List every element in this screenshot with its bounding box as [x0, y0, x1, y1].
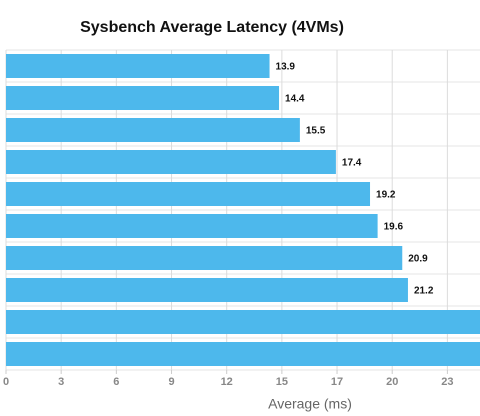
- x-tick-label: 12: [221, 376, 233, 388]
- bar: [6, 246, 403, 270]
- value-label: 17.4: [342, 158, 362, 169]
- x-tick-label: 3: [58, 376, 64, 388]
- bars: [6, 54, 480, 366]
- bar: [6, 310, 480, 334]
- value-label: 19.6: [384, 222, 404, 233]
- x-tick-label: 9: [168, 376, 174, 388]
- chart-title: Sysbench Average Latency (4VMs): [80, 19, 344, 36]
- value-label: 15.5: [306, 126, 326, 137]
- bar: [6, 182, 371, 206]
- value-label: 13.9: [276, 62, 296, 73]
- x-tick-label: 6: [113, 376, 119, 388]
- x-tick-label: 0: [3, 376, 9, 388]
- bar: [6, 118, 300, 142]
- x-axis-label: Average (ms): [268, 396, 352, 412]
- bar: [6, 214, 378, 238]
- labels: 0 3 6 9 12 15 17 20 23 13.9 14.4 15.5 17.4 19.2 19.6 20…: [3, 62, 454, 388]
- x-tick-label: 15: [276, 376, 288, 388]
- bar: [6, 278, 408, 302]
- x-tick-label: 23: [441, 376, 453, 388]
- value-label: 19.2: [376, 190, 396, 201]
- bar: [6, 86, 280, 110]
- bar: [6, 150, 336, 174]
- bar: [6, 54, 270, 78]
- value-label: 21.2: [414, 286, 434, 297]
- bar: [6, 342, 480, 366]
- value-label: 20.9: [408, 254, 428, 265]
- x-tick-label: 17: [331, 376, 343, 388]
- x-tick-label: 20: [386, 376, 398, 388]
- value-label: 14.4: [285, 94, 305, 105]
